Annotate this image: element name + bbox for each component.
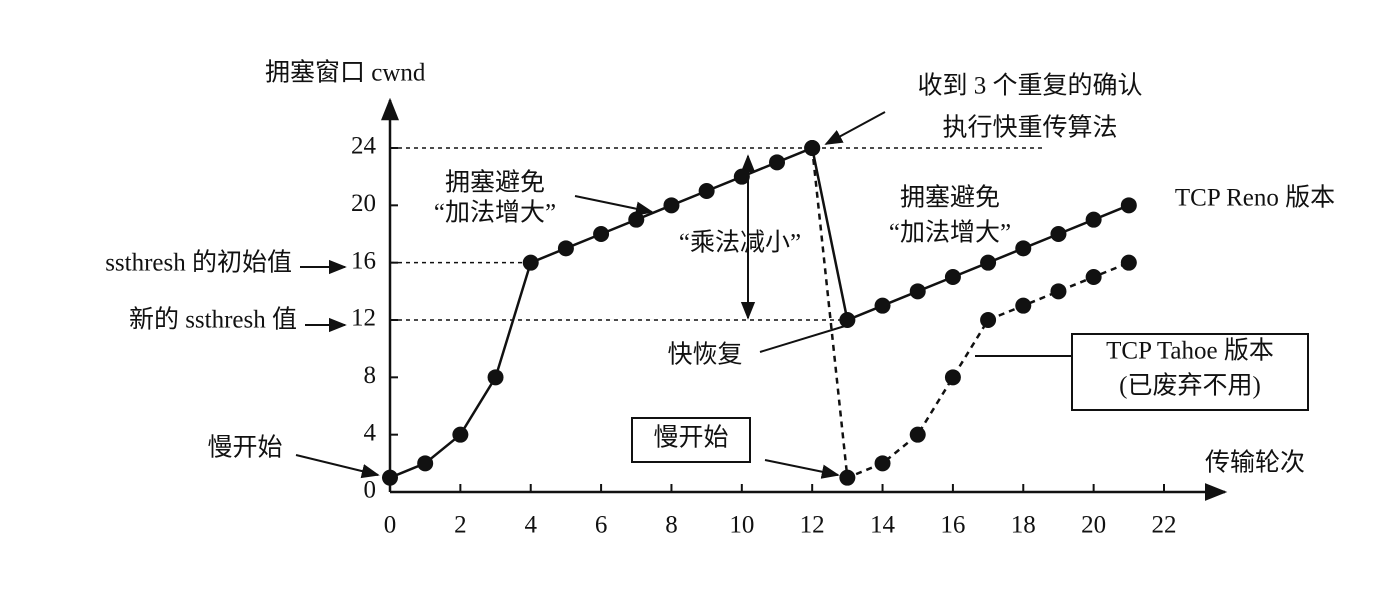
data-point bbox=[944, 269, 961, 285]
y-tick-label: 4 bbox=[364, 419, 377, 446]
data-point bbox=[839, 312, 856, 328]
y-tick-label: 12 bbox=[351, 305, 376, 332]
data-point bbox=[1015, 240, 1032, 257]
x-tick-label: 14 bbox=[870, 512, 896, 539]
data-point bbox=[698, 183, 715, 199]
data-point bbox=[874, 455, 891, 472]
annotation: 收到 3 个重复的确认 bbox=[917, 72, 1142, 100]
arrow bbox=[764, 459, 840, 479]
label-box bbox=[631, 417, 751, 463]
data-point bbox=[980, 254, 997, 271]
y-tick-label: 24 bbox=[351, 133, 377, 160]
annotation: “乘法减小” bbox=[679, 229, 801, 257]
arrow bbox=[574, 195, 654, 216]
series-note: (已废弃不用) bbox=[1119, 372, 1261, 400]
data-point bbox=[487, 369, 504, 386]
x-tick-label: 2 bbox=[454, 512, 467, 539]
arrow bbox=[824, 111, 886, 145]
connector bbox=[759, 325, 846, 353]
annotation: 慢开始 bbox=[207, 434, 282, 462]
data-point bbox=[522, 254, 539, 271]
x-tick-label: 18 bbox=[1011, 512, 1036, 539]
data-point bbox=[1120, 254, 1137, 271]
data-point bbox=[1015, 297, 1032, 314]
reference-label: 新的 ssthresh 值 bbox=[129, 306, 297, 334]
data-point bbox=[593, 226, 610, 242]
y-tick-label: 8 bbox=[364, 362, 377, 389]
data-point bbox=[804, 140, 821, 156]
x-tick-label: 10 bbox=[729, 512, 754, 539]
series-line bbox=[389, 146, 1130, 479]
arrow bbox=[295, 454, 380, 479]
data-point bbox=[417, 455, 434, 472]
x-tick-label: 8 bbox=[665, 512, 678, 539]
data-point bbox=[1085, 269, 1102, 285]
x-tick-label: 0 bbox=[384, 512, 397, 539]
data-point bbox=[663, 197, 680, 214]
data-point bbox=[1050, 226, 1067, 242]
y-tick-label: 0 bbox=[364, 477, 377, 504]
annotation: “加法增大” bbox=[434, 199, 556, 227]
data-point bbox=[980, 312, 997, 328]
data-point bbox=[874, 297, 891, 314]
annotation: 拥塞避免 bbox=[445, 169, 545, 197]
x-axis-label: 传输轮次 bbox=[1205, 449, 1305, 477]
data-point bbox=[628, 211, 645, 228]
x-tick-label: 16 bbox=[940, 512, 965, 539]
data-point bbox=[909, 283, 926, 300]
y-tick-label: 20 bbox=[351, 190, 376, 217]
data-point bbox=[1085, 211, 1102, 228]
annotation: 拥塞避免 bbox=[900, 184, 1000, 212]
y-axis-label: 拥塞窗口 cwnd bbox=[265, 59, 426, 87]
x-tick-label: 20 bbox=[1081, 512, 1106, 539]
annotation: 快恢复 bbox=[667, 341, 742, 369]
data-point bbox=[1120, 197, 1137, 214]
x-tick-label: 12 bbox=[800, 512, 825, 539]
data-point bbox=[1050, 283, 1067, 300]
data-point bbox=[909, 426, 926, 443]
y-tick-label: 16 bbox=[351, 247, 376, 274]
series-label: TCP Tahoe 版本 bbox=[1106, 337, 1274, 365]
data-point bbox=[944, 369, 961, 386]
data-point bbox=[452, 426, 469, 443]
reference-label: ssthresh 的初始值 bbox=[105, 248, 292, 276]
data-point bbox=[769, 154, 785, 171]
x-tick-label: 4 bbox=[524, 512, 537, 539]
annotation: 执行快重传算法 bbox=[942, 114, 1117, 142]
data-point bbox=[557, 240, 574, 257]
series-label: TCP Reno 版本 bbox=[1175, 184, 1335, 212]
label-box bbox=[1071, 333, 1309, 411]
data-point bbox=[839, 469, 856, 486]
x-tick-label: 22 bbox=[1152, 512, 1177, 539]
data-point bbox=[733, 168, 750, 185]
annotation: 慢开始 bbox=[653, 424, 728, 452]
annotation: “加法增大” bbox=[889, 219, 1011, 247]
data-point bbox=[382, 469, 398, 486]
x-tick-label: 6 bbox=[595, 512, 608, 539]
